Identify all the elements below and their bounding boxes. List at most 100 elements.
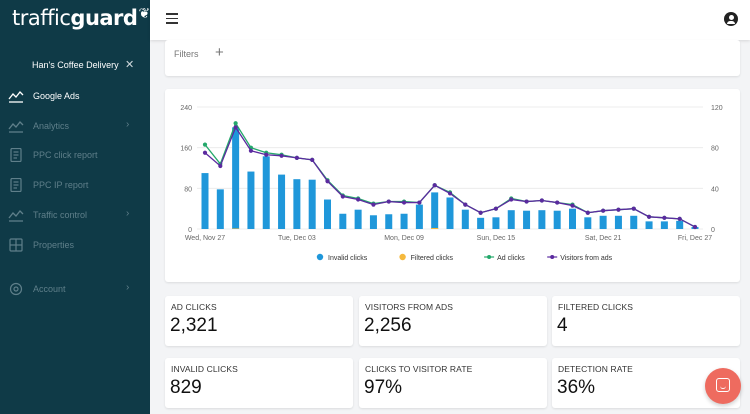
point-visitors-from-ads	[677, 216, 682, 221]
stat-value: 97%	[364, 377, 403, 398]
brand-logo[interactable]: trafficguard❦	[12, 6, 150, 30]
point-visitors-from-ads	[325, 179, 330, 184]
x-tick-label: Mon, Dec 09	[384, 235, 424, 242]
stat-value: 2,256	[364, 315, 412, 336]
bar-invalid-clicks	[614, 215, 622, 229]
legend-label-visitors-from-ads: Visitors from ads	[560, 255, 612, 262]
point-visitors-from-ads	[233, 125, 238, 130]
point-visitors-from-ads	[662, 215, 667, 220]
sidebar-item-properties[interactable]: Properties	[0, 235, 150, 257]
stat-value: 4	[557, 315, 568, 336]
point-visitors-from-ads	[279, 153, 284, 158]
stat-card-ad-clicks: AD CLICKS 2,321	[165, 296, 353, 346]
point-visitors-from-ads	[264, 152, 269, 157]
legend-label-filtered-clicks: Filtered clicks	[411, 255, 454, 262]
point-visitors-from-ads	[463, 202, 468, 207]
point-visitors-from-ads	[616, 207, 621, 212]
sidebar-item-label: Account	[33, 284, 66, 294]
point-visitors-from-ads	[218, 163, 223, 169]
stat-card-filtered-clicks: FILTERED CLICKS 4	[552, 296, 740, 346]
stat-card-clicks-to-visitor-rate: CLICKS TO VISITOR RATE 97%	[359, 358, 547, 408]
x-tick-label: Sun, Dec 15	[477, 235, 516, 242]
clicks-chart: 0 80 160 240 0 40 80 120 Wed, Nov 27 Tue, Dec 03 M…	[180, 105, 723, 262]
point-visitors-from-ads	[570, 203, 575, 208]
bar-invalid-clicks	[216, 189, 224, 229]
stat-card-invalid-clicks: INVALID CLICKS 829	[165, 358, 353, 408]
y-tick-right: 80	[711, 146, 719, 153]
x-tick-label: Wed, Nov 27	[185, 235, 225, 242]
gear-icon	[9, 282, 23, 296]
point-visitors-from-ads	[631, 206, 636, 211]
x-tick-label: Tue, Dec 03	[278, 235, 316, 242]
y-tick-left: 240	[180, 105, 192, 112]
close-icon[interactable]: ✕	[125, 59, 135, 71]
add-filter-button[interactable]: +	[215, 44, 224, 61]
point-visitors-from-ads	[386, 199, 391, 204]
document-icon	[10, 148, 22, 162]
bar-invalid-clicks	[446, 197, 454, 229]
user-account-icon[interactable]	[724, 12, 738, 26]
bar-invalid-clicks	[308, 179, 316, 229]
stat-card-visitors-from-ads: VISITORS FROM ADS 2,256	[359, 296, 547, 346]
legend-label-ad-clicks: Ad clicks	[497, 255, 525, 262]
point-visitors-from-ads	[447, 191, 453, 196]
point-visitors-from-ads	[294, 155, 299, 160]
y-tick-right: 0	[711, 227, 715, 234]
bar-invalid-clicks	[354, 209, 362, 229]
y-tick-right: 120	[711, 105, 723, 112]
brand-logo-light: traffic	[12, 6, 71, 30]
chat-launcher-button[interactable]	[705, 368, 741, 404]
y-tick-right: 40	[711, 186, 719, 193]
legend-marker-visitors-from-ads	[550, 255, 555, 259]
bar-invalid-clicks	[645, 221, 653, 229]
sidebar-item-account[interactable]: Account ›	[0, 279, 150, 301]
bar-invalid-clicks	[400, 213, 408, 229]
sidebar-item-label: PPC IP report	[33, 180, 89, 190]
menu-icon[interactable]	[166, 13, 178, 25]
stat-title: VISITORS FROM ADS	[365, 302, 453, 312]
point-visitors-from-ads	[417, 200, 422, 205]
sidebar-item-label: Google Ads	[33, 91, 80, 101]
bar-invalid-clicks	[262, 156, 270, 229]
stat-title: INVALID CLICKS	[171, 364, 238, 374]
point-visitors-from-ads	[509, 197, 514, 202]
stat-value: 2,321	[170, 315, 218, 336]
bar-invalid-clicks	[201, 173, 209, 229]
point-visitors-from-ads	[646, 214, 652, 219]
bar-invalid-clicks	[339, 213, 347, 229]
sidebar-item-label: PPC click report	[33, 150, 98, 160]
stat-title: DETECTION RATE	[558, 364, 633, 374]
sidebar-item-ppc-click-report[interactable]: PPC click report	[0, 145, 150, 167]
sidebar: trafficguard❦ Han's Coffee Delivery ✕ Go…	[0, 0, 150, 414]
chevron-right-icon: ›	[126, 282, 130, 293]
chevron-right-icon: ›	[126, 119, 130, 130]
stat-card-detection-rate: DETECTION RATE 36%	[552, 358, 740, 408]
trend-icon	[8, 210, 24, 222]
stat-title: AD CLICKS	[171, 302, 217, 312]
sidebar-item-analytics[interactable]: Analytics ›	[0, 116, 150, 138]
account-selector[interactable]: Han's Coffee Delivery ✕	[0, 58, 150, 76]
bar-invalid-clicks	[461, 209, 469, 229]
stat-title: CLICKS TO VISITOR RATE	[365, 364, 473, 374]
bar-invalid-clicks	[369, 215, 377, 229]
sidebar-item-label: Analytics	[33, 121, 70, 131]
bar-invalid-clicks	[385, 214, 393, 229]
bar-invalid-clicks	[247, 171, 255, 229]
trend-icon	[8, 121, 24, 133]
legend-marker-filtered-clicks	[399, 253, 406, 261]
point-visitors-from-ads	[340, 194, 345, 199]
sidebar-item-google-ads[interactable]: Google Ads	[0, 86, 150, 108]
bar-invalid-clicks	[584, 217, 592, 229]
sidebar-item-traffic-control[interactable]: Traffic control ›	[0, 205, 150, 227]
bar-invalid-clicks	[431, 192, 439, 229]
point-visitors-from-ads	[539, 198, 544, 203]
bar-invalid-clicks	[477, 217, 485, 229]
bar-invalid-clicks	[232, 127, 240, 229]
sidebar-item-label: Traffic control	[33, 210, 88, 220]
point-visitors-from-ads	[310, 157, 315, 162]
point-visitors-from-ads	[478, 210, 483, 215]
bar-invalid-clicks	[660, 221, 668, 229]
grid-icon	[9, 238, 23, 252]
bar-invalid-clicks	[507, 210, 515, 229]
sidebar-item-ppc-ip-report[interactable]: PPC IP report	[0, 175, 150, 197]
